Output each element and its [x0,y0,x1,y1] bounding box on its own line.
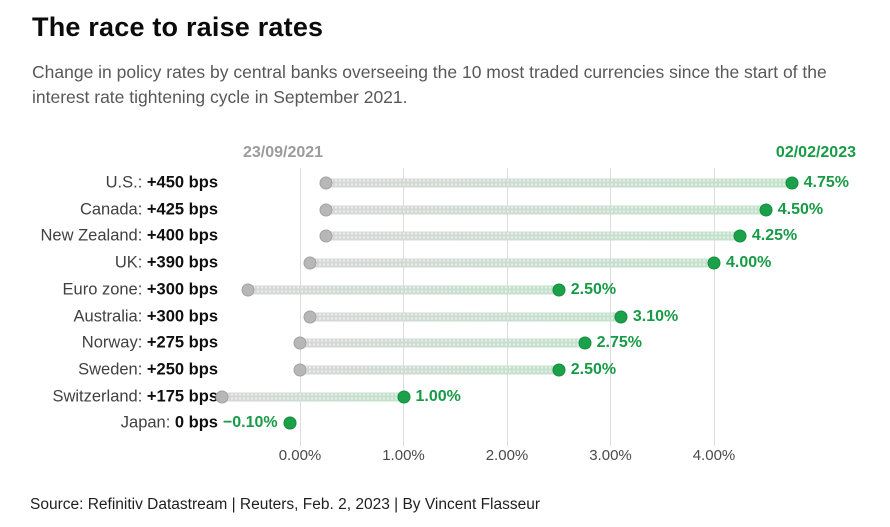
start-dot-uk [303,256,317,270]
value-label-australia: 3.10% [632,307,679,325]
gridline [299,168,301,446]
country-label: UK: [114,253,147,272]
change-bps-label: +300 bps [146,307,218,325]
x-tick-label: 3.00% [589,447,632,464]
end-dot-sweden [552,363,566,377]
change-bar-sweden [300,365,559,375]
change-bps-label: +300 bps [146,280,218,299]
row-label-australia: Australia: +300 bps [74,307,218,326]
x-tick-label: 1.00% [382,447,425,464]
country-label: Switzerland: [52,387,147,406]
change-bar-euro-zone [248,285,559,295]
gridline [713,168,715,446]
start-dot-u-s [319,176,333,190]
end-dot-euro-zone [552,283,566,297]
start-dot-euro-zone [241,283,255,297]
end-dot-u-s [785,176,799,190]
value-label-u-s: 4.75% [803,174,849,191]
change-bps-label: +390 bps [146,253,218,272]
start-dot-sweden [293,363,307,377]
source-line: Source: Refinitiv Datastream | Reuters, … [30,496,541,513]
value-label-new-zealand: 4.25% [751,227,798,245]
start-dot-switzerland [215,390,229,404]
change-bar-australia [310,312,621,321]
value-label-sweden: 2.50% [570,360,617,378]
dumbbell-chart: 23/09/2021 02/02/2023 0.00% 1.00% 2.00% 3.0… [0,140,890,485]
gridline [403,168,404,446]
country-label: Canada: [79,200,147,219]
row-label-euro-zone: Euro zone: +300 bps [63,280,218,299]
start-dot-canada [319,203,333,217]
country-label: Norway: [81,333,147,352]
value-label-canada: 4.50% [777,200,824,218]
end-dot-canada [759,203,773,217]
country-label: Sweden: [78,360,147,379]
end-dot-japan [283,416,297,430]
value-label-japan: −0.10% [222,414,278,432]
change-bps-label: +425 bps [146,200,218,219]
row-label-sweden: Sweden: +250 bps [78,360,218,379]
country-label: Australia: [73,307,147,325]
start-dot-australia [303,310,317,323]
change-bar-norway [300,338,585,348]
start-dot-new-zealand [319,229,333,243]
row-label-u-s: U.S.: +450 bps [106,174,218,193]
start-date-label: 23/09/2021 [242,144,324,161]
end-dot-uk [707,256,721,270]
row-label-new-zealand: New Zealand: +400 bps [41,227,218,246]
value-label-uk: 4.00% [726,254,772,272]
gridline [506,168,508,446]
gridline [610,168,611,446]
change-bar-canada [325,205,766,215]
change-bar-u-s [325,178,792,188]
row-label-uk: UK: +390 bps [115,254,218,273]
change-bar-uk [310,258,714,268]
row-label-japan: Japan: 0 bps [121,414,218,433]
change-bar-switzerland [222,392,404,402]
start-dot-norway [293,336,307,350]
change-bps-label: +275 bps [146,333,218,352]
page-title: The race to raise rates [32,12,324,42]
x-tick-label: 0.00% [278,447,322,464]
row-label-norway: Norway: +275 bps [82,334,218,353]
change-bar-new-zealand [325,231,740,241]
end-dot-australia [614,310,628,323]
change-bps-label: 0 bps [174,413,218,432]
end-dot-switzerland [397,390,410,404]
country-label: U.S.: [105,173,147,192]
country-label: New Zealand: [40,226,147,245]
x-tick-label: 4.00% [692,447,736,464]
row-label-canada: Canada: +425 bps [80,200,218,219]
chart-subtitle: Change in policy rates by central banks … [32,62,827,107]
value-label-euro-zone: 2.50% [570,280,617,298]
end-date-label: 02/02/2023 [775,144,856,161]
end-dot-new-zealand [733,229,747,243]
row-label-switzerland: Switzerland: +175 bps [52,387,218,406]
value-label-switzerland: 1.00% [415,387,461,405]
change-bps-label: +175 bps [146,387,218,406]
country-label: Japan: [120,413,175,432]
country-label: Euro zone: [62,280,147,299]
change-bps-label: +250 bps [146,360,218,379]
change-bps-label: +400 bps [146,226,218,245]
change-bps-label: +450 bps [146,173,218,192]
value-label-norway: 2.75% [596,334,642,352]
end-dot-norway [578,336,592,350]
x-tick-label: 2.00% [485,447,529,464]
